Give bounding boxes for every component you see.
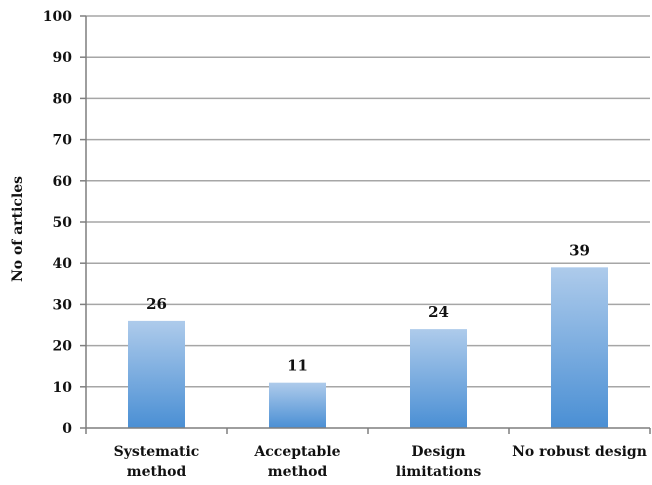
bar xyxy=(269,382,326,428)
bar xyxy=(551,267,608,428)
y-tick-label: 10 xyxy=(53,380,73,396)
category-label: No robust design xyxy=(512,444,647,460)
y-tick-label: 60 xyxy=(53,174,73,190)
bar xyxy=(410,329,467,428)
y-tick-label: 100 xyxy=(43,9,72,25)
category-label: Acceptable method xyxy=(253,444,340,480)
bar xyxy=(128,320,185,428)
data-label: 26 xyxy=(146,295,167,313)
category-label: Systematic method xyxy=(114,444,200,480)
y-tick-label: 40 xyxy=(53,256,73,272)
y-tick-label: 80 xyxy=(53,91,73,107)
y-axis-title: No of articles xyxy=(10,176,26,282)
data-label: 24 xyxy=(428,303,449,321)
y-tick-label: 20 xyxy=(53,339,73,355)
data-label: 39 xyxy=(569,241,590,259)
y-tick-label: 50 xyxy=(53,215,73,231)
category-label: Design limitations xyxy=(396,444,482,480)
data-label: 11 xyxy=(287,357,308,375)
data-labels: 26 11 24 39 xyxy=(146,241,590,374)
y-tick-label: 70 xyxy=(53,133,73,149)
y-tick-label: 0 xyxy=(62,421,72,437)
axes xyxy=(80,15,651,434)
y-tick-label: 30 xyxy=(53,297,73,313)
y-tick-labels: 0 10 20 30 40 50 60 70 80 90 100 xyxy=(43,9,72,437)
bars xyxy=(128,267,608,428)
y-tick-label: 90 xyxy=(53,50,73,66)
category-labels: Systematic method Acceptable method Design li… xyxy=(114,444,647,480)
